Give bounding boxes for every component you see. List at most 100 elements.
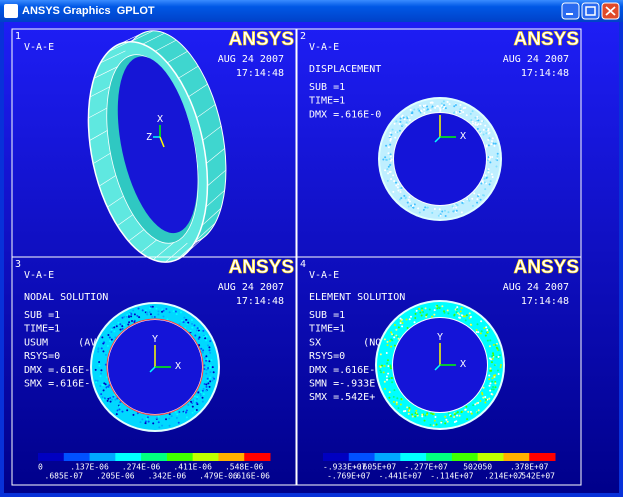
mesh-dot bbox=[110, 398, 113, 401]
legend-label: .411E-06 bbox=[173, 463, 212, 472]
mesh-dot bbox=[406, 406, 409, 409]
axis-label: Y bbox=[437, 104, 443, 115]
mesh-dot bbox=[395, 120, 398, 123]
mesh-dot bbox=[458, 110, 461, 113]
mesh-dot bbox=[482, 194, 485, 197]
mesh-dot bbox=[454, 104, 457, 107]
mesh-dot bbox=[476, 127, 479, 130]
mesh-dot bbox=[439, 214, 442, 217]
mesh-dot bbox=[465, 405, 468, 408]
mesh-dot bbox=[476, 198, 479, 201]
mesh-line bbox=[108, 39, 134, 52]
mesh-dot bbox=[499, 363, 502, 366]
axis-label: X bbox=[460, 131, 466, 142]
axis-label: Y bbox=[437, 332, 443, 343]
mesh-dot bbox=[209, 351, 212, 354]
mesh-dot bbox=[197, 337, 200, 340]
mesh-dot bbox=[177, 421, 180, 424]
mesh-dot bbox=[423, 419, 426, 422]
mesh-dot bbox=[94, 379, 97, 382]
mesh-dot bbox=[196, 397, 199, 400]
mesh-dot bbox=[178, 323, 181, 326]
mesh-dot bbox=[405, 318, 408, 321]
mesh-dot bbox=[409, 108, 412, 111]
mesh-dot bbox=[205, 355, 208, 358]
legend-label: -.114E+07 bbox=[430, 472, 474, 481]
axis-label: X bbox=[157, 114, 163, 125]
mesh-dot bbox=[157, 313, 160, 316]
mesh-dot bbox=[193, 324, 196, 327]
mesh-dot bbox=[414, 415, 417, 418]
mesh-dot bbox=[388, 158, 391, 161]
mesh-dot bbox=[408, 200, 411, 203]
mesh-line bbox=[100, 50, 126, 64]
mesh-dot bbox=[484, 398, 487, 401]
mesh-dot bbox=[407, 409, 410, 412]
mesh-dot bbox=[484, 334, 487, 337]
mesh-dot bbox=[392, 174, 395, 177]
mesh-dot bbox=[383, 380, 386, 383]
mesh-dot bbox=[405, 121, 408, 124]
mesh-dot bbox=[492, 142, 495, 145]
mesh-dot bbox=[453, 416, 456, 419]
legend-band bbox=[38, 453, 65, 461]
mesh-dot bbox=[172, 310, 175, 313]
mesh-dot bbox=[393, 389, 396, 392]
mesh-dot bbox=[382, 158, 385, 161]
mesh-dot bbox=[391, 339, 394, 342]
mesh-dot bbox=[121, 410, 124, 413]
ring-hole bbox=[394, 113, 486, 205]
legend-label: 0 bbox=[38, 463, 43, 472]
legend-band bbox=[400, 453, 427, 461]
title-line: V-A-E bbox=[24, 42, 54, 53]
mesh-dot bbox=[161, 424, 164, 427]
mesh-dot bbox=[422, 104, 425, 107]
mesh-dot bbox=[380, 364, 383, 367]
mesh-dot bbox=[489, 155, 492, 158]
mesh-dot bbox=[490, 388, 493, 391]
mesh-dot bbox=[472, 122, 475, 125]
mesh-dot bbox=[483, 177, 486, 180]
legend-band bbox=[115, 453, 142, 461]
mesh-dot bbox=[386, 340, 389, 343]
mesh-dot bbox=[205, 385, 208, 388]
mesh-dot bbox=[421, 415, 424, 418]
mesh-dot bbox=[479, 130, 482, 133]
mesh-dot bbox=[401, 325, 404, 328]
minimize-button[interactable] bbox=[561, 2, 580, 20]
mesh-dot bbox=[462, 315, 465, 318]
mesh-line bbox=[178, 65, 199, 79]
mesh-dot bbox=[434, 416, 437, 419]
mesh-dot bbox=[484, 401, 487, 404]
mesh-dot bbox=[388, 391, 391, 394]
mesh-dot bbox=[408, 196, 411, 199]
mesh-dot bbox=[198, 336, 201, 339]
mesh-dot bbox=[464, 315, 467, 318]
mesh-dot bbox=[462, 111, 465, 114]
mesh-dot bbox=[165, 308, 168, 311]
mesh-dot bbox=[112, 395, 115, 398]
mesh-dot bbox=[191, 326, 194, 329]
mesh-dot bbox=[386, 179, 389, 182]
legend-band bbox=[323, 453, 350, 461]
mesh-dot bbox=[485, 144, 488, 147]
mesh-dot bbox=[455, 203, 458, 206]
mesh-dot bbox=[407, 198, 410, 201]
mesh-dot bbox=[147, 420, 150, 423]
mesh-dot bbox=[96, 379, 99, 382]
mesh-dot bbox=[441, 210, 444, 213]
mesh-dot bbox=[480, 182, 483, 185]
maximize-icon bbox=[585, 6, 596, 16]
maximize-button[interactable] bbox=[581, 2, 600, 20]
mesh-dot bbox=[491, 355, 494, 358]
mesh-dot bbox=[209, 364, 212, 367]
mesh-dot bbox=[168, 424, 171, 427]
mesh-dot bbox=[414, 312, 417, 315]
mesh-dot bbox=[421, 309, 424, 312]
mesh-dot bbox=[425, 315, 428, 318]
mesh-dot bbox=[109, 400, 112, 403]
mesh-dot bbox=[446, 309, 449, 312]
mesh-dot bbox=[190, 319, 193, 322]
legend-label: 502050 bbox=[463, 463, 492, 472]
mesh-dot bbox=[493, 364, 496, 367]
